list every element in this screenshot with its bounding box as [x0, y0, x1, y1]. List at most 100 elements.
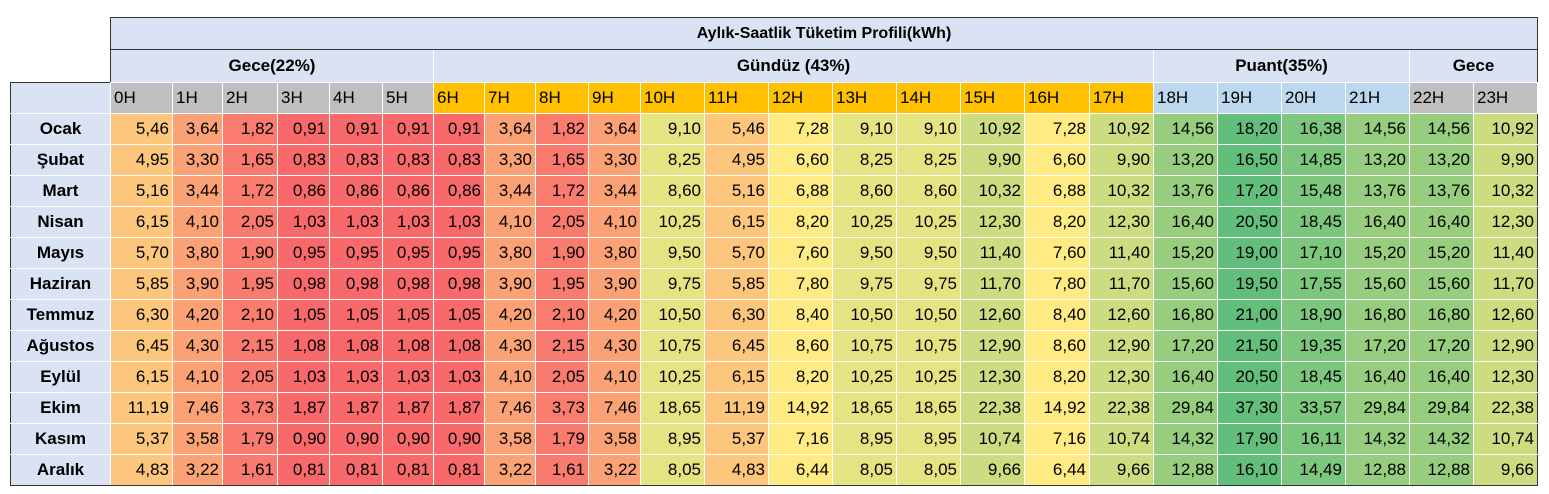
heatmap-table: Aylık-Saatlik Tüketim Profili(kWh) Gece(2… [10, 17, 1538, 486]
value-cell: 3,44 [588, 175, 641, 207]
value-cell: 1,03 [329, 361, 383, 393]
value-cell: 0,81 [329, 454, 383, 486]
value-cell: 5,70 [110, 237, 173, 269]
hour-header: 21H [1345, 82, 1410, 114]
value-cell: 0,83 [329, 144, 383, 176]
row-label: Ağustos [10, 330, 111, 362]
value-cell: 0,83 [277, 144, 330, 176]
data-row: Nisan 6,15 4,10 2,05 1,03 1,03 1,03 1,03 4,10 2,0… [10, 206, 1538, 238]
value-cell: 9,75 [832, 268, 897, 300]
hour-header: 7H [484, 82, 536, 114]
value-cell: 1,65 [222, 144, 278, 176]
data-row: Mayıs 5,70 3,80 1,90 0,95 0,95 0,95 0,95 3,80 1,9… [10, 237, 1538, 269]
data-row: Haziran 5,85 3,90 1,95 0,98 0,98 0,98 0,98 3,90 1… [10, 268, 1538, 300]
value-cell: 13,20 [1409, 144, 1474, 176]
value-cell: 2,15 [535, 330, 589, 362]
value-cell: 2,05 [535, 206, 589, 238]
group-header: Gündüz (43%) [433, 49, 1154, 83]
value-cell: 3,58 [484, 423, 536, 455]
value-cell: 10,74 [1089, 423, 1154, 455]
value-cell: 2,05 [222, 206, 278, 238]
value-cell: 17,20 [1409, 330, 1474, 362]
value-cell: 3,80 [588, 237, 641, 269]
value-cell: 4,95 [110, 144, 173, 176]
value-cell: 5,85 [110, 268, 173, 300]
value-cell: 7,46 [172, 392, 223, 424]
value-cell: 4,83 [704, 454, 769, 486]
value-cell: 0,86 [433, 175, 485, 207]
value-cell: 8,25 [832, 144, 897, 176]
value-cell: 0,91 [382, 113, 434, 145]
value-cell: 7,46 [588, 392, 641, 424]
value-cell: 4,83 [110, 454, 173, 486]
value-cell: 3,73 [222, 392, 278, 424]
value-cell: 7,60 [1024, 237, 1090, 269]
value-cell: 1,95 [535, 268, 589, 300]
value-cell: 11,40 [1089, 237, 1154, 269]
value-cell: 21,50 [1217, 330, 1282, 362]
value-cell: 7,28 [1024, 113, 1090, 145]
value-cell: 22,38 [1473, 392, 1538, 424]
value-cell: 1,05 [433, 299, 485, 331]
value-cell: 1,03 [277, 361, 330, 393]
value-cell: 0,86 [329, 175, 383, 207]
value-cell: 1,82 [222, 113, 278, 145]
value-cell: 3,30 [588, 144, 641, 176]
value-cell: 3,90 [172, 268, 223, 300]
value-cell: 3,80 [484, 237, 536, 269]
value-cell: 37,30 [1217, 392, 1282, 424]
value-cell: 8,60 [768, 330, 833, 362]
value-cell: 17,20 [1153, 330, 1218, 362]
value-cell: 17,55 [1281, 268, 1346, 300]
row-label: Mart [10, 175, 111, 207]
data-row: Ekim 11,19 7,46 3,73 1,87 1,87 1,87 1,87 7,46 3,7… [10, 392, 1538, 424]
hour-header: 17H [1089, 82, 1154, 114]
value-cell: 1,03 [433, 361, 485, 393]
value-cell: 8,60 [832, 175, 897, 207]
value-cell: 3,64 [588, 113, 641, 145]
hour-header: 20H [1281, 82, 1346, 114]
value-cell: 15,20 [1345, 237, 1410, 269]
value-cell: 4,20 [172, 299, 223, 331]
value-cell: 4,30 [588, 330, 641, 362]
value-cell: 1,08 [277, 330, 330, 362]
value-cell: 3,58 [172, 423, 223, 455]
value-cell: 1,87 [329, 392, 383, 424]
value-cell: 1,82 [535, 113, 589, 145]
value-cell: 14,49 [1281, 454, 1346, 486]
value-cell: 5,46 [110, 113, 173, 145]
value-cell: 16,80 [1409, 299, 1474, 331]
hour-header: 18H [1153, 82, 1218, 114]
value-cell: 10,75 [832, 330, 897, 362]
hour-header: 11H [704, 82, 769, 114]
value-cell: 6,60 [768, 144, 833, 176]
value-cell: 10,50 [896, 299, 961, 331]
value-cell: 10,92 [1089, 113, 1154, 145]
value-cell: 16,40 [1345, 206, 1410, 238]
value-cell: 4,10 [172, 206, 223, 238]
value-cell: 1,95 [222, 268, 278, 300]
value-cell: 8,60 [1024, 330, 1090, 362]
value-cell: 17,10 [1281, 237, 1346, 269]
value-cell: 1,05 [329, 299, 383, 331]
hour-header: 16H [1024, 82, 1090, 114]
value-cell: 13,20 [1345, 144, 1410, 176]
value-cell: 14,56 [1153, 113, 1218, 145]
value-cell: 12,88 [1345, 454, 1410, 486]
value-cell: 15,20 [1409, 237, 1474, 269]
value-cell: 7,80 [1024, 268, 1090, 300]
value-cell: 5,70 [704, 237, 769, 269]
value-cell: 1,79 [535, 423, 589, 455]
value-cell: 20,50 [1217, 361, 1282, 393]
value-cell: 1,05 [277, 299, 330, 331]
value-cell: 6,44 [768, 454, 833, 486]
value-cell: 10,74 [960, 423, 1025, 455]
value-cell: 5,85 [704, 268, 769, 300]
value-cell: 0,91 [277, 113, 330, 145]
value-cell: 15,60 [1345, 268, 1410, 300]
hour-header: 9H [588, 82, 641, 114]
value-cell: 8,05 [640, 454, 705, 486]
value-cell: 1,72 [535, 175, 589, 207]
value-cell: 1,90 [535, 237, 589, 269]
